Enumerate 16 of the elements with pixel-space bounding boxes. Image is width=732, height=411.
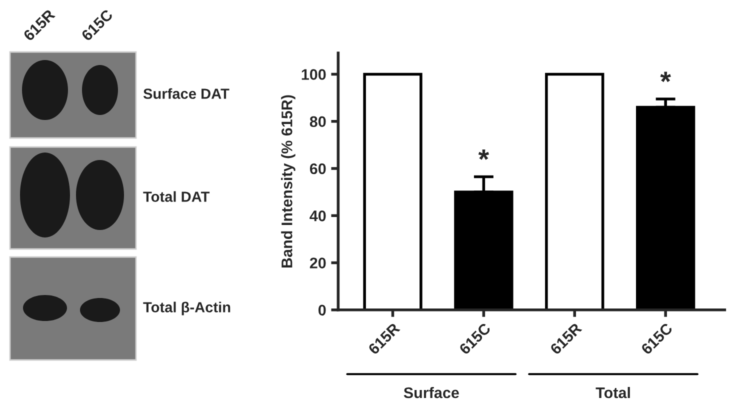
text: Total DAT — [143, 191, 210, 202]
annotation: * — [660, 72, 671, 82]
y-tick-label: 80 — [310, 116, 326, 128]
y-tick-label: 20 — [310, 258, 326, 268]
annotation: * — [478, 150, 490, 160]
bar — [363, 72, 422, 310]
y-tick-label: 100 — [302, 69, 326, 80]
y-axis-title: Band Intensity (% 615R) — [281, 95, 296, 268]
text: Total — [596, 386, 630, 398]
text: Surface DAT — [143, 88, 230, 99]
y-tick-label: 40 — [310, 210, 326, 222]
y-tick-label: 60 — [310, 163, 326, 174]
text: Total β-Actin — [143, 302, 230, 316]
text: Surface — [404, 386, 459, 398]
bar — [545, 72, 604, 310]
y-tick-label: 0 — [318, 304, 326, 316]
